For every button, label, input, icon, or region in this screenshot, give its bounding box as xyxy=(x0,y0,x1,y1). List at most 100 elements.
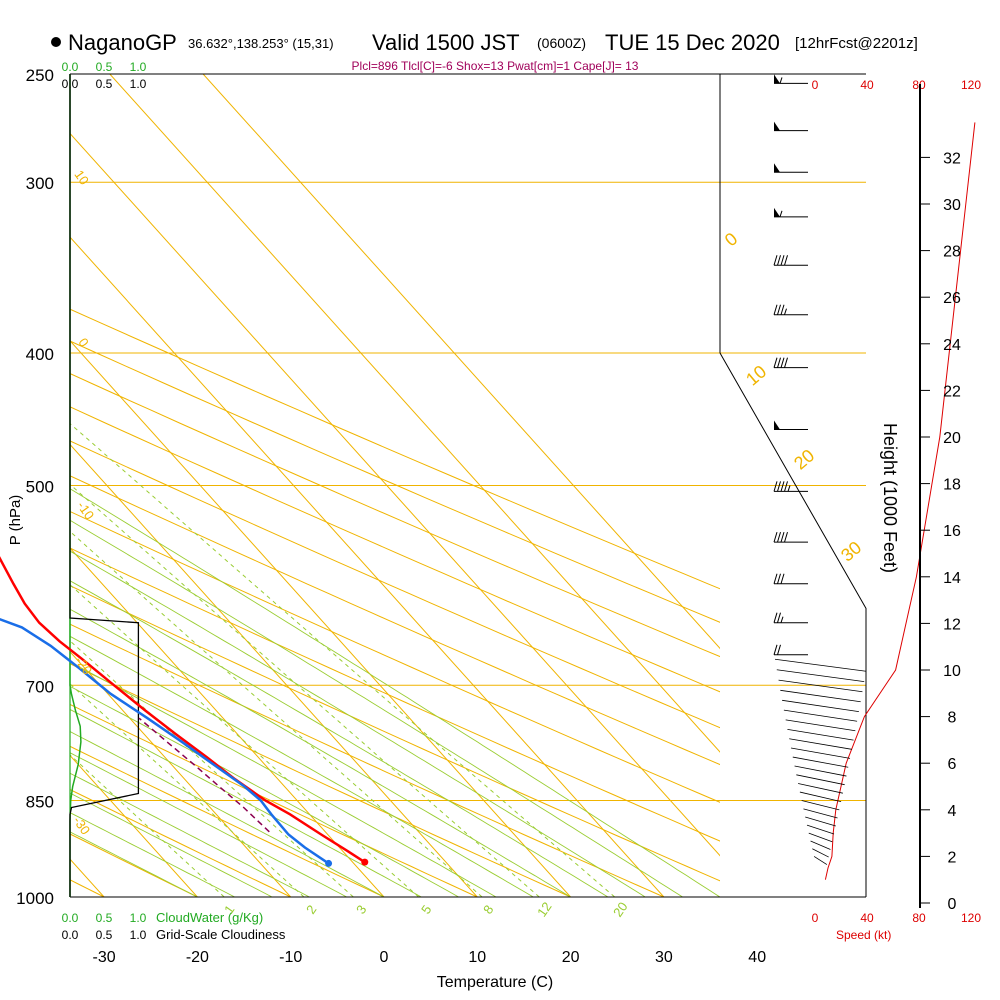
cloudiness-label: Grid-Scale Cloudiness xyxy=(156,927,286,942)
pressure-label: 250 xyxy=(26,66,54,85)
dry-adiabat-label: 10 xyxy=(71,167,92,187)
height-tick-label: 22 xyxy=(943,383,961,400)
dry-adiabat-label: -10 xyxy=(74,498,97,522)
height-tick-label: 26 xyxy=(943,290,961,307)
background-lines xyxy=(0,73,866,898)
wind-barb-full xyxy=(777,531,781,543)
wind-barb-full xyxy=(777,612,781,623)
dry-adiabat xyxy=(70,373,720,658)
dry-adiabat xyxy=(70,623,665,897)
low-level-barb xyxy=(789,738,852,750)
low-level-barb xyxy=(799,791,842,802)
low-level-barb xyxy=(778,679,863,693)
height-tick-label: 30 xyxy=(943,197,961,214)
low-level-barb xyxy=(806,824,835,835)
height-tick-label: 2 xyxy=(948,849,957,866)
dry-adiabat xyxy=(70,547,720,842)
cloud-water-tick-top: 0.5 xyxy=(96,60,113,74)
wind-barb xyxy=(773,531,808,543)
mixing-ratio-line xyxy=(70,422,616,897)
station-coords: 36.632°,138.253° (15,31) xyxy=(188,36,334,51)
isotherm-line xyxy=(70,651,292,897)
wind-barb-full xyxy=(780,531,785,543)
isotherm-line xyxy=(70,443,478,897)
moist-adiabat xyxy=(70,488,720,897)
valid-time: Valid 1500 JST xyxy=(372,30,520,55)
dry-adiabat xyxy=(70,585,720,882)
dry-adiabat xyxy=(70,440,720,729)
parcel-line xyxy=(138,717,270,833)
wind-barb xyxy=(774,121,808,132)
height-tick-label: 8 xyxy=(948,710,957,727)
moist-adiabat xyxy=(70,792,273,897)
height-tick-label: 18 xyxy=(943,477,961,494)
cloudiness-profile xyxy=(69,74,140,897)
station-dot-icon xyxy=(51,37,61,47)
height-tick-label: 16 xyxy=(943,523,961,540)
wind-barb-half xyxy=(784,308,787,315)
pressure-label: 700 xyxy=(26,677,54,696)
height-tick-label: 10 xyxy=(943,663,961,680)
low-level-barb xyxy=(790,747,851,759)
wind-barb-full xyxy=(773,612,778,623)
wind-barb-pennant xyxy=(774,207,780,217)
dry-adiabat xyxy=(0,74,11,897)
mixing-ratio-line xyxy=(70,683,305,897)
dry-adiabat xyxy=(70,703,478,897)
cloud-water-tick-bottom: 1.0 xyxy=(130,911,147,925)
wind-barb-full xyxy=(777,481,781,492)
low-level-barb xyxy=(803,808,838,819)
station-name: NaganoGP xyxy=(68,30,177,55)
x-axis-title: Temperature (C) xyxy=(437,974,553,991)
indices-text: Plcl=896 Tlcl[C]=-6 Shox=13 Pwat[cm]=1 C… xyxy=(352,59,639,73)
dry-adiabat xyxy=(70,340,720,623)
cloud-panel xyxy=(69,74,140,897)
wind-barb-full xyxy=(780,573,785,584)
low-level-barb xyxy=(780,689,861,703)
moist-adiabat xyxy=(70,635,534,897)
low-level-barb xyxy=(810,840,831,850)
moist-adiabat xyxy=(70,661,497,897)
wind-barb xyxy=(773,255,808,266)
temperature-surface-point xyxy=(361,858,369,866)
wind-barb-full xyxy=(773,255,778,266)
low-level-barb xyxy=(792,756,849,768)
wind-barb xyxy=(773,644,808,656)
speed-tick-bottom: 0 xyxy=(812,911,819,925)
wind-barb-full xyxy=(773,573,778,584)
height-tick-label: 14 xyxy=(943,570,961,587)
y-axis-title: P (hPa) xyxy=(7,495,24,546)
height-tick-label: 20 xyxy=(943,430,961,447)
valid-zulu: (0600Z) xyxy=(537,35,586,51)
mixing-ratio-line xyxy=(70,483,540,897)
height-tick-label: 12 xyxy=(943,616,961,633)
pressure-label: 500 xyxy=(26,478,54,497)
isotherm-line xyxy=(70,547,385,897)
low-level-barb xyxy=(794,765,847,777)
low-level-barb xyxy=(785,719,856,732)
isotherm-line xyxy=(70,754,198,897)
isotherm-group xyxy=(0,74,720,897)
wind-barb-full xyxy=(777,255,781,266)
wind-barb xyxy=(773,304,808,316)
wind-barb-full xyxy=(784,255,788,266)
cloudiness-tick-bottom: 1.0 xyxy=(130,928,147,942)
moist-adiabat xyxy=(70,608,571,897)
mixing-ratio-label: 5 xyxy=(418,902,434,917)
wind-barb-full xyxy=(773,304,778,315)
x-tick-label: 30 xyxy=(655,949,673,966)
wind-barb xyxy=(773,573,808,585)
height-tick-label: 6 xyxy=(948,756,957,773)
speed-tick-bottom: 120 xyxy=(961,911,981,925)
dry-adiabat xyxy=(70,788,291,897)
moist-adiabat xyxy=(70,550,646,897)
low-level-barb xyxy=(812,848,829,858)
x-tick-label: 40 xyxy=(748,949,766,966)
pressure-label: 400 xyxy=(26,345,54,364)
isotherm-line xyxy=(0,74,11,897)
wind-panel: 0040408080120120 xyxy=(773,74,981,925)
wind-barb-full xyxy=(773,644,778,655)
wind-barb-half xyxy=(780,616,784,623)
